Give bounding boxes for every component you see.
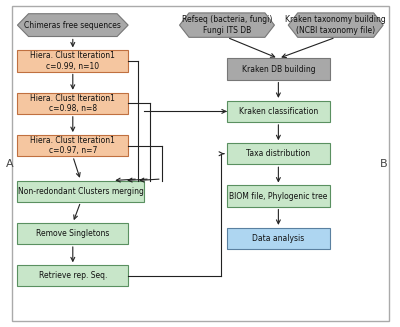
Text: Taxa distribution: Taxa distribution <box>246 149 310 158</box>
Text: Kraken classification: Kraken classification <box>239 107 318 116</box>
Text: Kraken taxonomy building
(NCBI taxonomy file): Kraken taxonomy building (NCBI taxonomy … <box>285 15 386 35</box>
Polygon shape <box>180 13 274 37</box>
FancyBboxPatch shape <box>18 265 128 286</box>
Text: Remove Singletons: Remove Singletons <box>36 229 110 238</box>
Text: Data analysis: Data analysis <box>252 234 304 243</box>
Text: Refseq (bacteria, fungi)
Fungi ITS DB: Refseq (bacteria, fungi) Fungi ITS DB <box>182 15 272 35</box>
Text: B: B <box>380 159 387 168</box>
Text: Hiera. Clust Iteration1
c=0.97, n=7: Hiera. Clust Iteration1 c=0.97, n=7 <box>30 136 115 155</box>
Polygon shape <box>18 14 128 37</box>
Text: Non-redondant Clusters merging: Non-redondant Clusters merging <box>18 187 144 196</box>
Text: Hiera. Clust Iteration1
c=0.99, n=10: Hiera. Clust Iteration1 c=0.99, n=10 <box>30 51 115 71</box>
Text: BIOM file, Phylogenic tree: BIOM file, Phylogenic tree <box>229 192 328 200</box>
FancyBboxPatch shape <box>18 223 128 244</box>
Text: Chimeras free sequences: Chimeras free sequences <box>24 21 121 30</box>
FancyBboxPatch shape <box>18 93 128 114</box>
Text: Kraken DB building: Kraken DB building <box>242 64 315 74</box>
FancyBboxPatch shape <box>227 143 330 164</box>
FancyBboxPatch shape <box>18 135 128 156</box>
FancyBboxPatch shape <box>227 101 330 122</box>
Text: Retrieve rep. Seq.: Retrieve rep. Seq. <box>39 271 107 280</box>
FancyBboxPatch shape <box>227 59 330 80</box>
Text: A: A <box>6 159 13 168</box>
FancyBboxPatch shape <box>18 50 128 72</box>
FancyBboxPatch shape <box>18 181 144 202</box>
FancyBboxPatch shape <box>227 228 330 249</box>
Polygon shape <box>288 13 383 37</box>
FancyBboxPatch shape <box>227 185 330 207</box>
Text: Hiera. Clust Iteration1
c=0.98, n=8: Hiera. Clust Iteration1 c=0.98, n=8 <box>30 94 115 113</box>
